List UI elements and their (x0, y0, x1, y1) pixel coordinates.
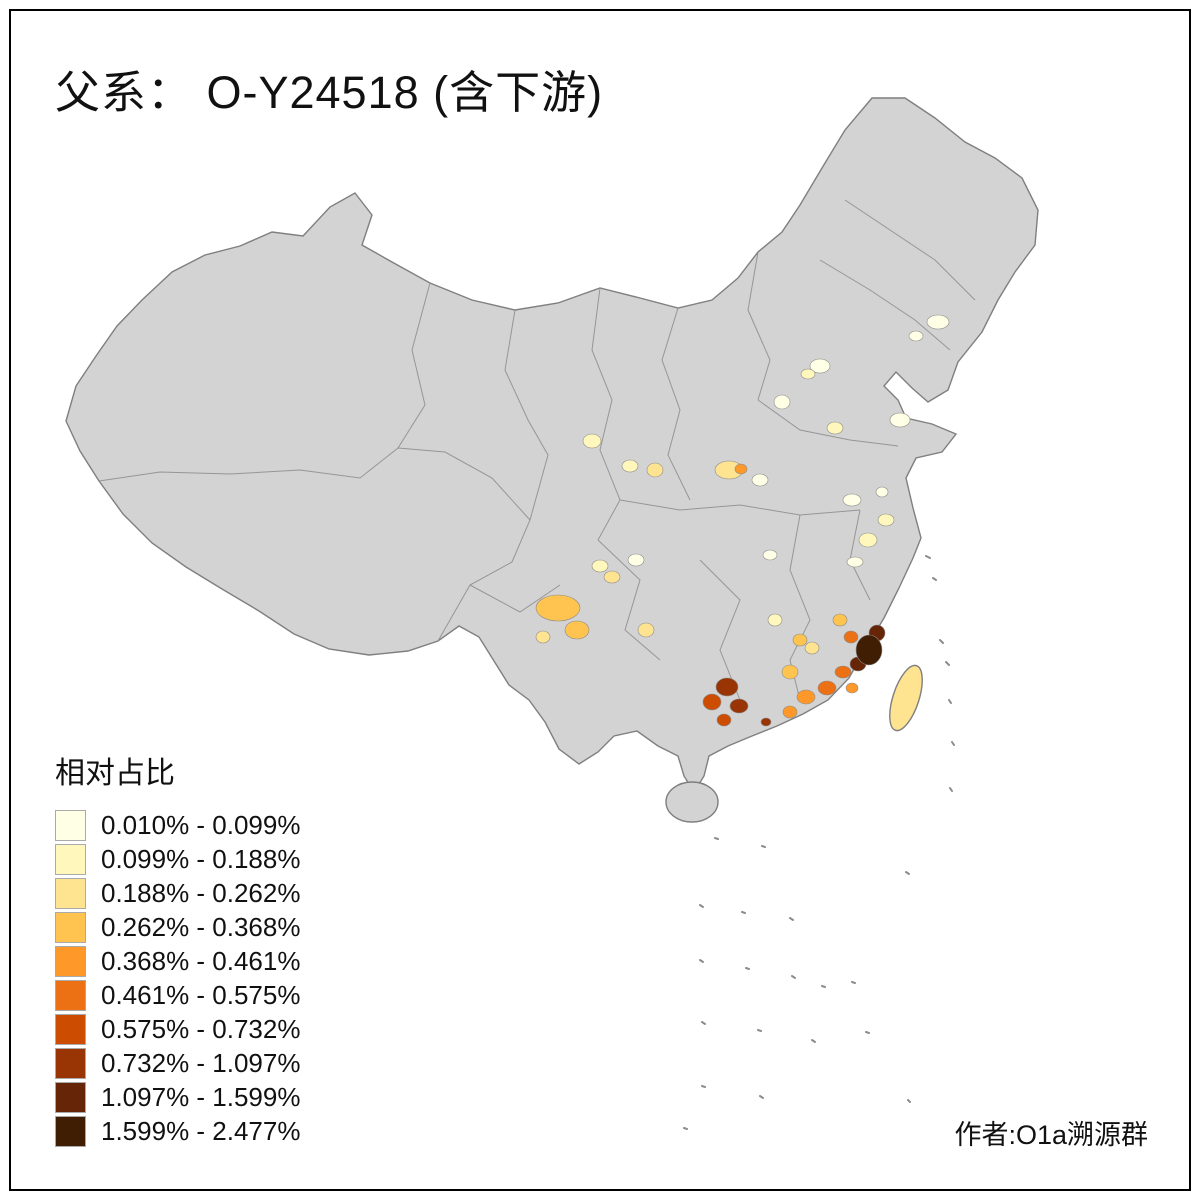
highlight-region (858, 532, 878, 548)
legend-row: 0.461% - 0.575% (55, 978, 300, 1012)
legend-row: 0.262% - 0.368% (55, 910, 300, 944)
highlight-region (646, 462, 664, 478)
highlight-region (535, 594, 581, 622)
attribution: 作者:O1a溯源群 (954, 1120, 1148, 1150)
legend-row: 1.599% - 2.477% (55, 1114, 300, 1148)
highlight-region (702, 693, 722, 711)
highlight-region (843, 630, 859, 644)
highlight-region (826, 421, 844, 435)
highlight-region (582, 433, 602, 449)
highlight-region (817, 680, 837, 696)
highlight-region (715, 677, 739, 697)
highlight-region (875, 486, 889, 498)
legend-label: 0.575% - 0.732% (101, 1013, 301, 1044)
highlight-region (855, 634, 883, 666)
taiwan-island (889, 664, 923, 732)
highlight-region (834, 665, 852, 679)
highlight-region (762, 549, 778, 561)
highlight-region (716, 713, 732, 727)
legend-row: 0.099% - 0.188% (55, 842, 300, 876)
sea-islands (683, 555, 955, 1130)
legend-swatch (55, 1115, 86, 1147)
highlight-region (767, 613, 783, 627)
legend-swatch (55, 809, 86, 841)
highlight-region (832, 613, 848, 627)
highlight-region (535, 630, 551, 644)
highlight-region (751, 473, 769, 487)
highlight-region (800, 368, 816, 380)
highlight-region (792, 633, 808, 647)
highlight-region (809, 358, 831, 374)
highlight-region (842, 493, 862, 507)
legend-row: 0.188% - 0.262% (55, 876, 300, 910)
legend-label: 0.461% - 0.575% (101, 979, 301, 1010)
highlight-region (627, 553, 645, 567)
highlight-region (729, 698, 749, 714)
highlight-regions (535, 314, 950, 727)
legend-row: 1.097% - 1.599% (55, 1080, 300, 1114)
highlight-region (603, 570, 621, 584)
legend-label: 0.188% - 0.262% (101, 877, 301, 908)
highlight-region (889, 412, 911, 428)
page-title: 父系： O-Y24518 (含下游) (55, 67, 604, 118)
highlight-region (908, 330, 924, 342)
legend-swatch (55, 1047, 86, 1079)
legend-row: 0.010% - 0.099% (55, 808, 300, 842)
highlight-region (926, 314, 950, 330)
highlight-region (877, 513, 895, 527)
highlight-region (734, 463, 748, 475)
legend-label: 0.099% - 0.188% (101, 843, 301, 874)
legend-title: 相对占比 (55, 757, 175, 790)
legend-row: 0.575% - 0.732% (55, 1012, 300, 1046)
legend: 相对占比 0.010% - 0.099% 0.099% - 0.188% 0.1… (55, 748, 300, 1148)
legend-swatch (55, 843, 86, 875)
legend-label: 1.097% - 1.599% (101, 1081, 301, 1112)
highlight-region (845, 682, 859, 694)
legend-label: 0.368% - 0.461% (101, 945, 301, 976)
highlight-region (773, 394, 791, 410)
legend-label: 0.010% - 0.099% (101, 809, 301, 840)
legend-swatch (55, 1081, 86, 1113)
legend-swatch (55, 979, 86, 1011)
highlight-region (621, 459, 639, 473)
highlight-region (591, 559, 609, 573)
legend-row: 0.732% - 1.097% (55, 1046, 300, 1080)
highlight-region (804, 641, 820, 655)
legend-label: 0.732% - 1.097% (101, 1047, 301, 1078)
legend-label: 1.599% - 2.477% (101, 1115, 301, 1146)
highlight-region (796, 689, 816, 705)
highlight-region (846, 556, 864, 568)
highlight-region (781, 664, 799, 680)
legend-swatch (55, 911, 86, 943)
highlight-region (637, 622, 655, 638)
legend-swatch (55, 1013, 86, 1045)
highlight-region (782, 705, 798, 719)
legend-swatch (55, 945, 86, 977)
highlight-region (760, 717, 772, 727)
highlight-region (564, 620, 590, 640)
legend-row: 0.368% - 0.461% (55, 944, 300, 978)
legend-label: 0.262% - 0.368% (101, 911, 301, 942)
hainan-island (665, 781, 719, 823)
legend-swatch (55, 877, 86, 909)
